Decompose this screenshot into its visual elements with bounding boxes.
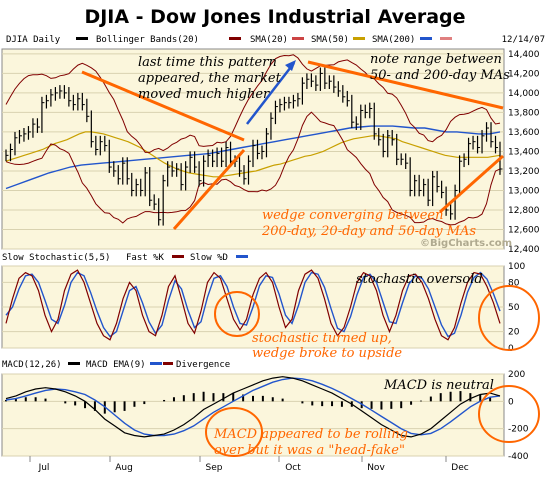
macd-neutral-circle [478,385,540,443]
legend-djia-label: DJIA Daily [6,35,61,45]
price-tick-label-2: 12,800 [508,206,540,216]
macd-tick-label-3: 200 [508,370,525,380]
annotation-last-time-1: last time this pattern [138,55,277,70]
breakout-arrowhead [285,60,296,71]
price-tick-label-10: 14,400 [508,50,540,60]
macd-panel: MACD(12,26) MACD EMA(9) Divergence -400-… [1,360,540,462]
watermark: ©BigCharts.com [420,238,512,249]
stochastic-turn-circle [214,291,260,337]
legend-sma200-label: SMA(200) [372,35,415,45]
macd-headfake-circle [205,407,263,457]
annotation-stochastic-oversold: stochastic oversold [356,272,483,287]
chart-title: DJIA - Dow Jones Industrial Average [84,6,465,28]
annotation-last-time-2: appeared, the market [138,71,282,86]
annotation-wedge-2: 200-day, 20-day and 50-day MAs [261,224,476,239]
price-tick-label-0: 12,400 [508,245,540,255]
stochastic-legend-k: Fast %K [126,253,165,263]
stochastic-tick-label-2: 50 [508,303,520,313]
x-tick-label-dec: Dec [451,463,468,473]
stochastic-tick-label-3: 80 [508,278,520,288]
price-bars [5,67,503,226]
legend-extra-swatch [440,37,452,40]
annotation-macd-neutral: MACD is neutral [383,378,494,393]
price-tick-label-1: 12,600 [508,225,540,235]
price-tick-label-4: 13,200 [508,167,540,177]
stochastic-title: Slow Stochastic(5,5) [2,253,110,263]
price-tick-label-8: 14,000 [508,89,540,99]
price-legend: DJIA Daily Bollinger Bands(20) SMA(20) S… [6,35,545,45]
stochastic-legend-d: Slow %D [190,253,228,263]
x-tick-label-jul: Jul [38,463,50,473]
bollinger-upper-band [5,54,501,153]
legend-sma50-swatch [353,37,365,40]
chart-date: 12/14/07 [502,35,545,45]
legend-djia-swatch [76,37,88,40]
annotation-last-time-3: moved much higher [138,87,270,102]
stochastic-legend-d-swatch [236,255,248,258]
bollinger-lower-band [5,111,501,226]
price-y-axis: 12,400 12,600 12,800 13,000 13,200 13,400 13,6… [508,50,540,255]
macd-tick-label-1: -200 [508,425,529,435]
x-tick-label-aug: Aug [115,463,133,473]
annotation-macd-rolling-1: MACD appeared to be rolling [213,427,408,442]
legend-sma20-swatch [292,37,304,40]
wedge-upper-trendline-left [81,70,245,142]
stochastic-oversold-circle [478,285,540,351]
annotation-note-range-2: 50- and 200-day MAs [370,68,510,83]
stochastic-panel: Slow Stochastic(5,5) Fast %K Slow %D 020… [1,253,540,361]
wedge-lower-trendline-left [172,149,246,230]
macd-legend-macd-swatch [68,362,80,365]
legend-sma20-label: SMA(20) [250,35,288,45]
macd-legend-divergence: Divergence [176,360,230,370]
macd-tick-label-2: 0 [508,397,514,407]
macd-divergence-bars [5,391,492,414]
macd-title: MACD(12,26) [2,360,62,370]
legend-sma200-swatch [420,37,432,40]
price-tick-label-5: 13,400 [508,147,540,157]
macd-line [5,376,501,438]
annotation-wedge-1: wedge converging between [262,208,443,223]
price-tick-label-7: 13,800 [508,108,540,118]
price-panel: 12,400 12,600 12,800 13,000 13,200 13,400 13,6… [1,48,540,255]
macd-tick-label-0: -400 [508,452,529,462]
macd-legend-divergence-swatch [163,362,173,365]
legend-bollinger-swatch [229,37,241,40]
macd-ema-line [5,377,501,437]
annotation-macd-rolling-2: over but it was a "head-fake" [214,443,405,458]
x-tick-label-oct: Oct [285,463,301,473]
annotation-note-range-1: note range between [370,52,502,67]
stochastic-legend-k-swatch [172,255,184,258]
annotation-stochastic-turned-2: wedge broke to upside [252,346,402,361]
slow-k-line [5,269,501,341]
price-tick-label-3: 13,000 [508,186,540,196]
breakout-arrow [246,62,295,125]
sma50-line [5,131,501,178]
price-tick-label-9: 14,200 [508,69,540,79]
legend-sma50-label: SMA(50) [311,35,349,45]
x-tick-label-sep: Sep [206,463,223,473]
macd-y-axis: -400 -200 0 200 [508,370,529,462]
x-tick-label-nov: Nov [367,463,385,473]
legend-bollinger-label: Bollinger Bands(20) [96,35,199,45]
annotation-stochastic-turned-1: stochastic turned up, [252,331,392,346]
macd-legend-ema: MACD EMA(9) [86,360,146,370]
x-axis: Jul Aug Sep Oct Nov Dec [29,456,469,473]
price-tick-label-6: 13,600 [508,128,540,138]
wedge-upper-trendline-right [307,60,504,110]
stochastic-tick-label-4: 100 [508,262,525,272]
wedge-lower-trendline-right [439,154,504,214]
macd-legend-ema-swatch [150,362,162,365]
stochastic-tick-label-1: 20 [508,328,520,338]
